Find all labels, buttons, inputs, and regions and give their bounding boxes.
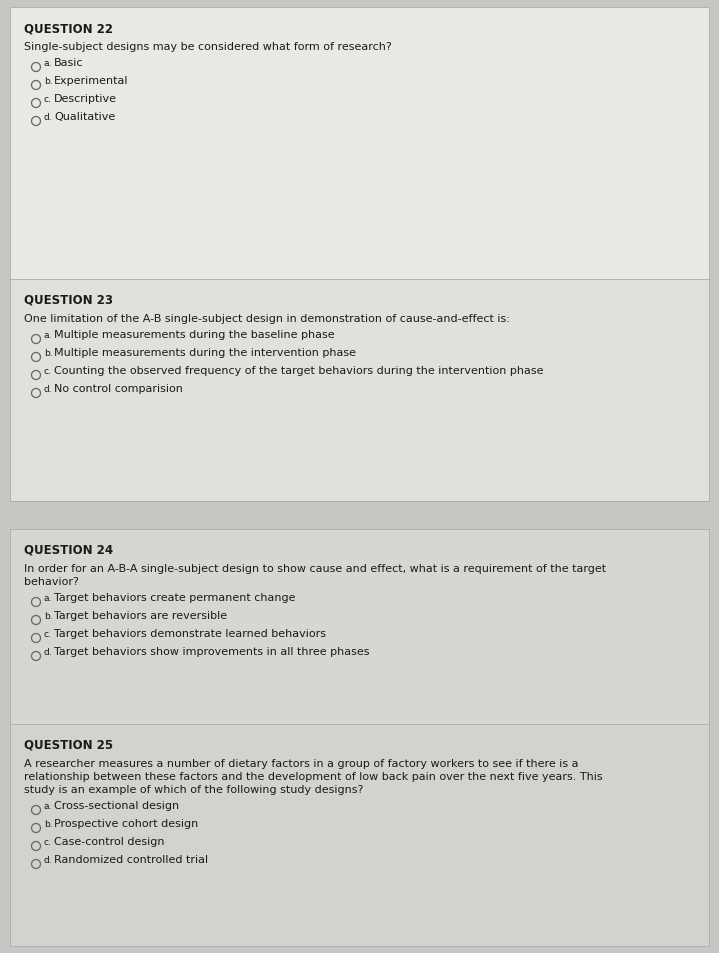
FancyBboxPatch shape bbox=[10, 280, 709, 501]
Text: c.: c. bbox=[44, 367, 52, 375]
Text: Target behaviors create permanent change: Target behaviors create permanent change bbox=[54, 593, 296, 602]
Text: Cross-sectional design: Cross-sectional design bbox=[54, 801, 179, 810]
Text: QUESTION 23: QUESTION 23 bbox=[24, 294, 113, 307]
Text: b.: b. bbox=[44, 77, 52, 86]
Text: b.: b. bbox=[44, 349, 52, 357]
Text: b.: b. bbox=[44, 612, 52, 620]
FancyBboxPatch shape bbox=[10, 724, 709, 946]
Text: Multiple measurements during the intervention phase: Multiple measurements during the interve… bbox=[54, 348, 356, 357]
Text: d.: d. bbox=[44, 855, 52, 864]
Text: In order for an A-B-A single-subject design to show cause and effect, what is a : In order for an A-B-A single-subject des… bbox=[24, 563, 606, 574]
Text: Multiple measurements during the baseline phase: Multiple measurements during the baselin… bbox=[54, 330, 334, 339]
Text: b.: b. bbox=[44, 820, 52, 828]
Text: Single-subject designs may be considered what form of research?: Single-subject designs may be considered… bbox=[24, 42, 392, 52]
Text: d.: d. bbox=[44, 647, 52, 657]
Text: a.: a. bbox=[44, 331, 52, 339]
Text: A researcher measures a number of dietary factors in a group of factory workers : A researcher measures a number of dietar… bbox=[24, 759, 579, 768]
Text: Target behaviors show improvements in all three phases: Target behaviors show improvements in al… bbox=[54, 646, 370, 657]
Text: c.: c. bbox=[44, 629, 52, 639]
Text: No control comparision: No control comparision bbox=[54, 384, 183, 394]
Text: QUESTION 25: QUESTION 25 bbox=[24, 739, 113, 751]
Text: a.: a. bbox=[44, 59, 52, 68]
Text: Case-control design: Case-control design bbox=[54, 836, 165, 846]
Text: behavior?: behavior? bbox=[24, 577, 79, 586]
Text: d.: d. bbox=[44, 385, 52, 394]
Text: relationship between these factors and the development of low back pain over the: relationship between these factors and t… bbox=[24, 771, 603, 781]
Text: Qualitative: Qualitative bbox=[54, 112, 115, 122]
Text: d.: d. bbox=[44, 112, 52, 122]
Text: a.: a. bbox=[44, 801, 52, 810]
Text: c.: c. bbox=[44, 837, 52, 846]
Text: Basic: Basic bbox=[54, 58, 83, 68]
Text: Target behaviors demonstrate learned behaviors: Target behaviors demonstrate learned beh… bbox=[54, 628, 326, 639]
Text: QUESTION 24: QUESTION 24 bbox=[24, 543, 113, 557]
Text: a.: a. bbox=[44, 594, 52, 602]
Text: QUESTION 22: QUESTION 22 bbox=[24, 22, 113, 35]
Text: Counting the observed frequency of the target behaviors during the intervention : Counting the observed frequency of the t… bbox=[54, 366, 544, 375]
Text: Target behaviors are reversible: Target behaviors are reversible bbox=[54, 610, 227, 620]
Text: c.: c. bbox=[44, 95, 52, 104]
Text: One limitation of the A-B single-subject design in demonstration of cause-and-ef: One limitation of the A-B single-subject… bbox=[24, 314, 510, 324]
FancyBboxPatch shape bbox=[10, 8, 709, 280]
Text: study is an example of which of the following study designs?: study is an example of which of the foll… bbox=[24, 784, 363, 794]
Text: Experimental: Experimental bbox=[54, 76, 129, 86]
Text: Descriptive: Descriptive bbox=[54, 94, 117, 104]
Text: Randomized controlled trial: Randomized controlled trial bbox=[54, 854, 208, 864]
FancyBboxPatch shape bbox=[10, 530, 709, 724]
Text: Prospective cohort design: Prospective cohort design bbox=[54, 818, 198, 828]
